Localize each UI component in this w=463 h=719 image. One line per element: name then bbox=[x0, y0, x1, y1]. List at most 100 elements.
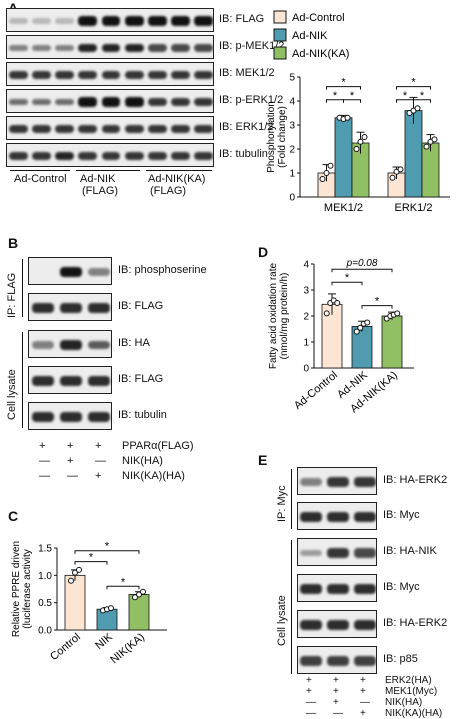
blot-band bbox=[124, 124, 144, 134]
blot-band bbox=[59, 303, 83, 313]
panel-letter-e: E bbox=[258, 452, 268, 468]
data-point bbox=[364, 319, 371, 326]
category-label: NIK(KA) bbox=[108, 631, 147, 666]
bracket-line bbox=[22, 259, 23, 317]
blot-band bbox=[101, 97, 121, 107]
significance-star: * bbox=[420, 90, 425, 102]
bar bbox=[96, 608, 118, 631]
blot-band bbox=[101, 43, 121, 53]
blot-strip bbox=[28, 257, 112, 285]
blot-band bbox=[124, 43, 144, 53]
blot-band bbox=[32, 124, 52, 134]
blot-strip bbox=[6, 143, 214, 167]
significance-star: * bbox=[375, 296, 380, 308]
blot-band bbox=[55, 98, 75, 106]
blot-band bbox=[55, 70, 75, 80]
significance-star: * bbox=[403, 90, 408, 102]
blot-strip bbox=[28, 330, 112, 358]
blot-band bbox=[32, 151, 52, 161]
blot-band bbox=[170, 151, 190, 161]
condition-name: ERK2(HA) bbox=[385, 675, 432, 686]
group-label: Ad-NIK bbox=[80, 173, 116, 185]
blot-band bbox=[32, 98, 52, 106]
blot-band bbox=[170, 70, 190, 80]
blot-strip bbox=[6, 8, 214, 32]
condition-mark: — bbox=[360, 697, 370, 708]
data-point bbox=[397, 166, 404, 173]
side-label-ip: IP: Myc bbox=[276, 485, 288, 522]
blot-band bbox=[101, 70, 121, 80]
ib-label: IB: p-ERK1/2 bbox=[219, 94, 284, 106]
legend-swatch bbox=[273, 46, 287, 60]
significance-star: * bbox=[121, 576, 126, 588]
blot-band bbox=[327, 548, 349, 558]
y-axis-label: Relative PPRE driven(luciferase activity bbox=[11, 541, 33, 637]
bracket-line bbox=[291, 540, 292, 674]
y-tick-label: 1 bbox=[289, 169, 295, 180]
blot-band bbox=[31, 412, 55, 422]
data-point bbox=[414, 105, 421, 112]
blot-band bbox=[31, 341, 55, 349]
group-underline bbox=[146, 170, 212, 171]
category-label: Control bbox=[48, 631, 83, 663]
condition-name: MEK1(Myc) bbox=[385, 686, 438, 697]
significance-bracket bbox=[396, 86, 431, 90]
blot-band bbox=[147, 124, 167, 134]
condition-mark: — bbox=[306, 697, 316, 708]
data-point bbox=[423, 143, 430, 150]
ib-label: IB: Myc bbox=[383, 581, 420, 593]
y-tick-label: 3 bbox=[303, 286, 309, 297]
bar bbox=[334, 117, 353, 198]
group-label: (FLAG) bbox=[150, 185, 187, 197]
blot-band bbox=[353, 512, 376, 522]
group-label: (FLAG) bbox=[82, 185, 119, 197]
blot-band bbox=[87, 412, 111, 422]
blot-band bbox=[170, 44, 190, 52]
significance-star: * bbox=[411, 77, 416, 89]
ib-label: IB: tubulin bbox=[219, 148, 268, 160]
data-point bbox=[327, 162, 334, 169]
ib-label: IB: HA-ERK2 bbox=[383, 617, 448, 629]
category-label: ERK1/2 bbox=[395, 202, 433, 214]
blot-band bbox=[193, 70, 213, 80]
condition-mark: + bbox=[67, 440, 74, 452]
side-label-ip: IP: FLAG bbox=[6, 272, 18, 318]
blot-band bbox=[353, 584, 376, 594]
group-underline bbox=[10, 170, 70, 171]
blot-band bbox=[124, 16, 144, 26]
y-axis-label: Fatty acid oxidation rate(nmol/mg protei… bbox=[268, 262, 290, 369]
blot-band bbox=[87, 376, 111, 386]
condition-mark: — bbox=[67, 470, 78, 482]
condition-mark: + bbox=[333, 675, 339, 686]
blot-band bbox=[9, 151, 29, 161]
blot-strip bbox=[6, 116, 214, 140]
blot-band bbox=[55, 44, 75, 52]
significance-bracket bbox=[413, 99, 431, 103]
data-point bbox=[353, 328, 360, 335]
data-point bbox=[334, 300, 341, 306]
significance-star: * bbox=[89, 552, 94, 564]
blot-band bbox=[87, 268, 111, 276]
data-point bbox=[389, 174, 396, 181]
blot-strip bbox=[297, 646, 377, 674]
blot-band bbox=[193, 124, 213, 134]
blot-strip bbox=[28, 402, 112, 430]
blot-strip bbox=[28, 293, 112, 321]
blot-band bbox=[300, 478, 323, 486]
legend-label: Ad-NIK bbox=[292, 30, 328, 42]
blot-band bbox=[31, 303, 55, 313]
data-point bbox=[76, 566, 82, 573]
significance-star: * bbox=[341, 77, 346, 89]
data-point bbox=[431, 136, 438, 143]
legend-label: Ad-Control bbox=[292, 12, 345, 24]
blot-band bbox=[78, 70, 98, 80]
blot-band bbox=[59, 266, 83, 278]
condition-name: NIK(KA)(HA) bbox=[122, 470, 185, 482]
ib-label: IB: tubulin bbox=[118, 409, 167, 421]
condition-mark: + bbox=[306, 675, 312, 686]
ib-label: IB: FLAG bbox=[118, 373, 164, 385]
condition-mark: + bbox=[95, 440, 102, 452]
condition-name: NIK(HA) bbox=[385, 697, 423, 708]
data-point bbox=[323, 310, 330, 317]
group-label: Ad-Control bbox=[14, 173, 67, 185]
